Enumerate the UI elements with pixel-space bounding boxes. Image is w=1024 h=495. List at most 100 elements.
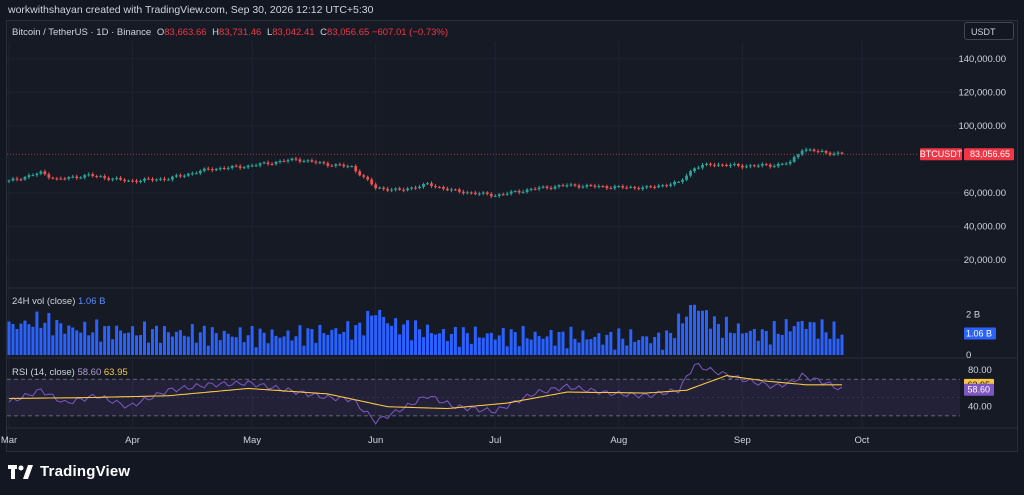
candle-body [461,191,465,194]
candle-body [832,153,836,155]
volume-bar [418,329,422,355]
candle-body [430,183,433,187]
tradingview-logo-icon [8,464,33,479]
candle-body [214,168,218,171]
volume-bar [63,333,67,355]
candle-body [39,171,43,174]
candle-body [537,187,541,190]
volume-bar [206,345,210,355]
close-value: 83,056.65 [327,27,370,38]
low-key: L [266,27,273,38]
candle-body [637,188,641,190]
candle-body [111,178,115,180]
candle-body [585,185,589,187]
volume-bar [736,323,740,355]
candle-body [450,189,453,191]
candle-body [434,186,437,188]
time-axis-label: Oct [855,435,870,446]
candle-body [19,179,23,181]
volume-bar [370,315,374,355]
candle-body [438,186,441,188]
volume-bar [665,330,669,355]
candle-body [617,186,621,188]
volume-bar [697,310,701,355]
candle-body [780,163,784,165]
currency-selector[interactable]: USDT [964,22,1014,40]
volume-bar [569,326,573,355]
candle-body [689,171,692,176]
candle-body [230,165,234,168]
candle-body [553,186,557,189]
volume-bar [537,336,541,355]
candle-body [143,178,146,181]
candle-body [174,175,178,177]
volume-bar [55,319,59,355]
volume-bar [302,345,306,355]
volume-bar [589,339,593,355]
candle-body [346,166,350,168]
open-value: 83,663.66 [164,27,207,38]
last-price-symbol: BTCUSDT [920,149,963,159]
candle-body [274,161,278,165]
volume-bar [836,338,840,355]
candle-body [410,187,413,189]
volume-bar [422,337,426,355]
candle-body [764,164,768,166]
candle-body [533,188,537,190]
volume-bar [433,334,437,355]
volume-bar [637,340,641,355]
change-value: −607.01 (−0.73%) [371,27,448,38]
volume-bar [816,338,820,355]
volume-bar [338,334,342,355]
candle-body [210,169,214,171]
candle-body [127,180,130,182]
candle-body [71,176,75,178]
candle-body [414,187,417,189]
tradingview-logo[interactable]: TradingView [8,463,130,480]
volume-bar [469,343,473,355]
candle-body [629,186,633,188]
price-axis-label: 140,000.00 [958,54,1006,65]
candle-body [653,186,657,188]
volume-bar [135,335,139,355]
volume-bar [31,326,35,355]
candle-body [760,164,764,166]
volume-bar [716,324,720,355]
volume-bar [67,325,71,355]
volume-bar [701,310,705,355]
candle-body [748,165,752,167]
volume-bar [222,330,226,355]
candle-body [51,177,55,179]
candle-body [250,165,254,167]
candle-body [242,167,246,169]
time-axis-label: Mar [1,435,17,446]
volume-bar [242,342,246,355]
candle-body [139,180,142,183]
candle-body [182,175,186,177]
volume-bar [282,336,286,355]
candle-body [167,179,170,181]
candle-body [270,163,274,165]
low-value: 83,042.41 [272,27,315,38]
candle-body [693,168,696,172]
volume-bar [402,324,406,355]
candle-body [366,176,370,180]
candle-body [593,185,597,187]
price-axis-label: 60,000.00 [964,188,1006,199]
candle-body [194,173,198,175]
candle-body [202,168,206,171]
candle-body [378,187,382,189]
candle-body [334,164,338,166]
candle-body [238,166,242,168]
candle-body [294,158,298,160]
volume-bar [79,332,83,355]
volume-bar [657,332,661,355]
volume-bar [7,321,11,355]
candle-body [469,192,473,194]
volume-bar [226,333,230,355]
candle-body [47,174,51,178]
volume-last-badge [964,327,996,340]
volume-bar [744,332,748,355]
candle-body [123,179,126,181]
